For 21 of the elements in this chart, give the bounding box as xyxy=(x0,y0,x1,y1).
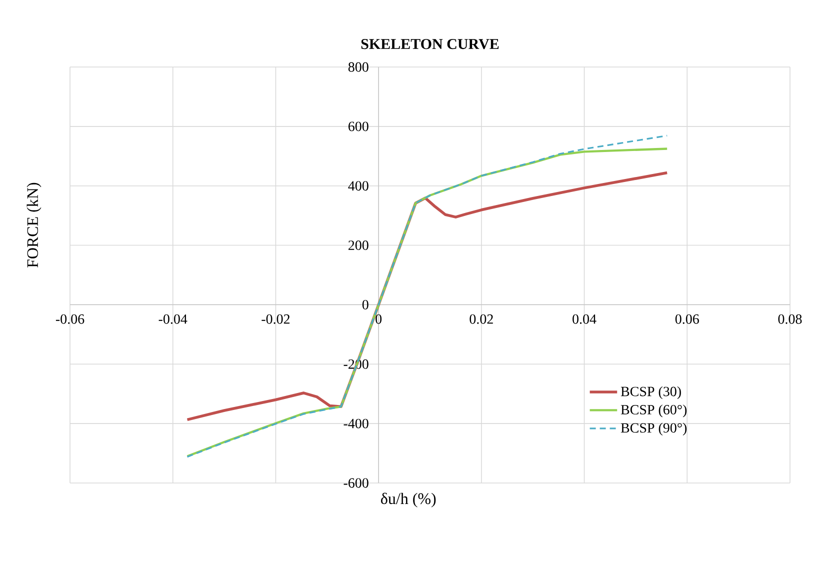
x-tick-label: -0.02 xyxy=(262,314,290,324)
x-tick-label: 0 xyxy=(376,314,382,324)
y-tick-label: 200 xyxy=(348,240,368,250)
x-tick-label: 0.06 xyxy=(675,314,699,324)
y-tick-label: 600 xyxy=(348,122,368,132)
y-tick-label: 400 xyxy=(348,181,368,191)
y-tick-label: -400 xyxy=(344,418,368,428)
y-tick-label: 800 xyxy=(348,62,368,72)
x-axis-title: δu/h (%) xyxy=(381,492,436,508)
legend-label: BCSP (60°) xyxy=(620,404,687,418)
x-tick-label: -0.04 xyxy=(158,314,188,324)
x-tick-label: 0.04 xyxy=(572,314,596,324)
chart-title: SKELETON CURVE xyxy=(361,38,499,50)
x-tick-label: -0.06 xyxy=(56,314,84,324)
legend-label: BCSP (90°) xyxy=(620,422,687,436)
legend-label: BCSP (30) xyxy=(620,386,681,400)
y-tick-label: 0 xyxy=(362,300,368,310)
y-axis-title: FORCE (kN) xyxy=(26,182,42,268)
x-tick-label: 0.08 xyxy=(778,314,802,324)
y-tick-label: -600 xyxy=(344,478,368,488)
x-tick-label: 0.02 xyxy=(470,314,493,324)
